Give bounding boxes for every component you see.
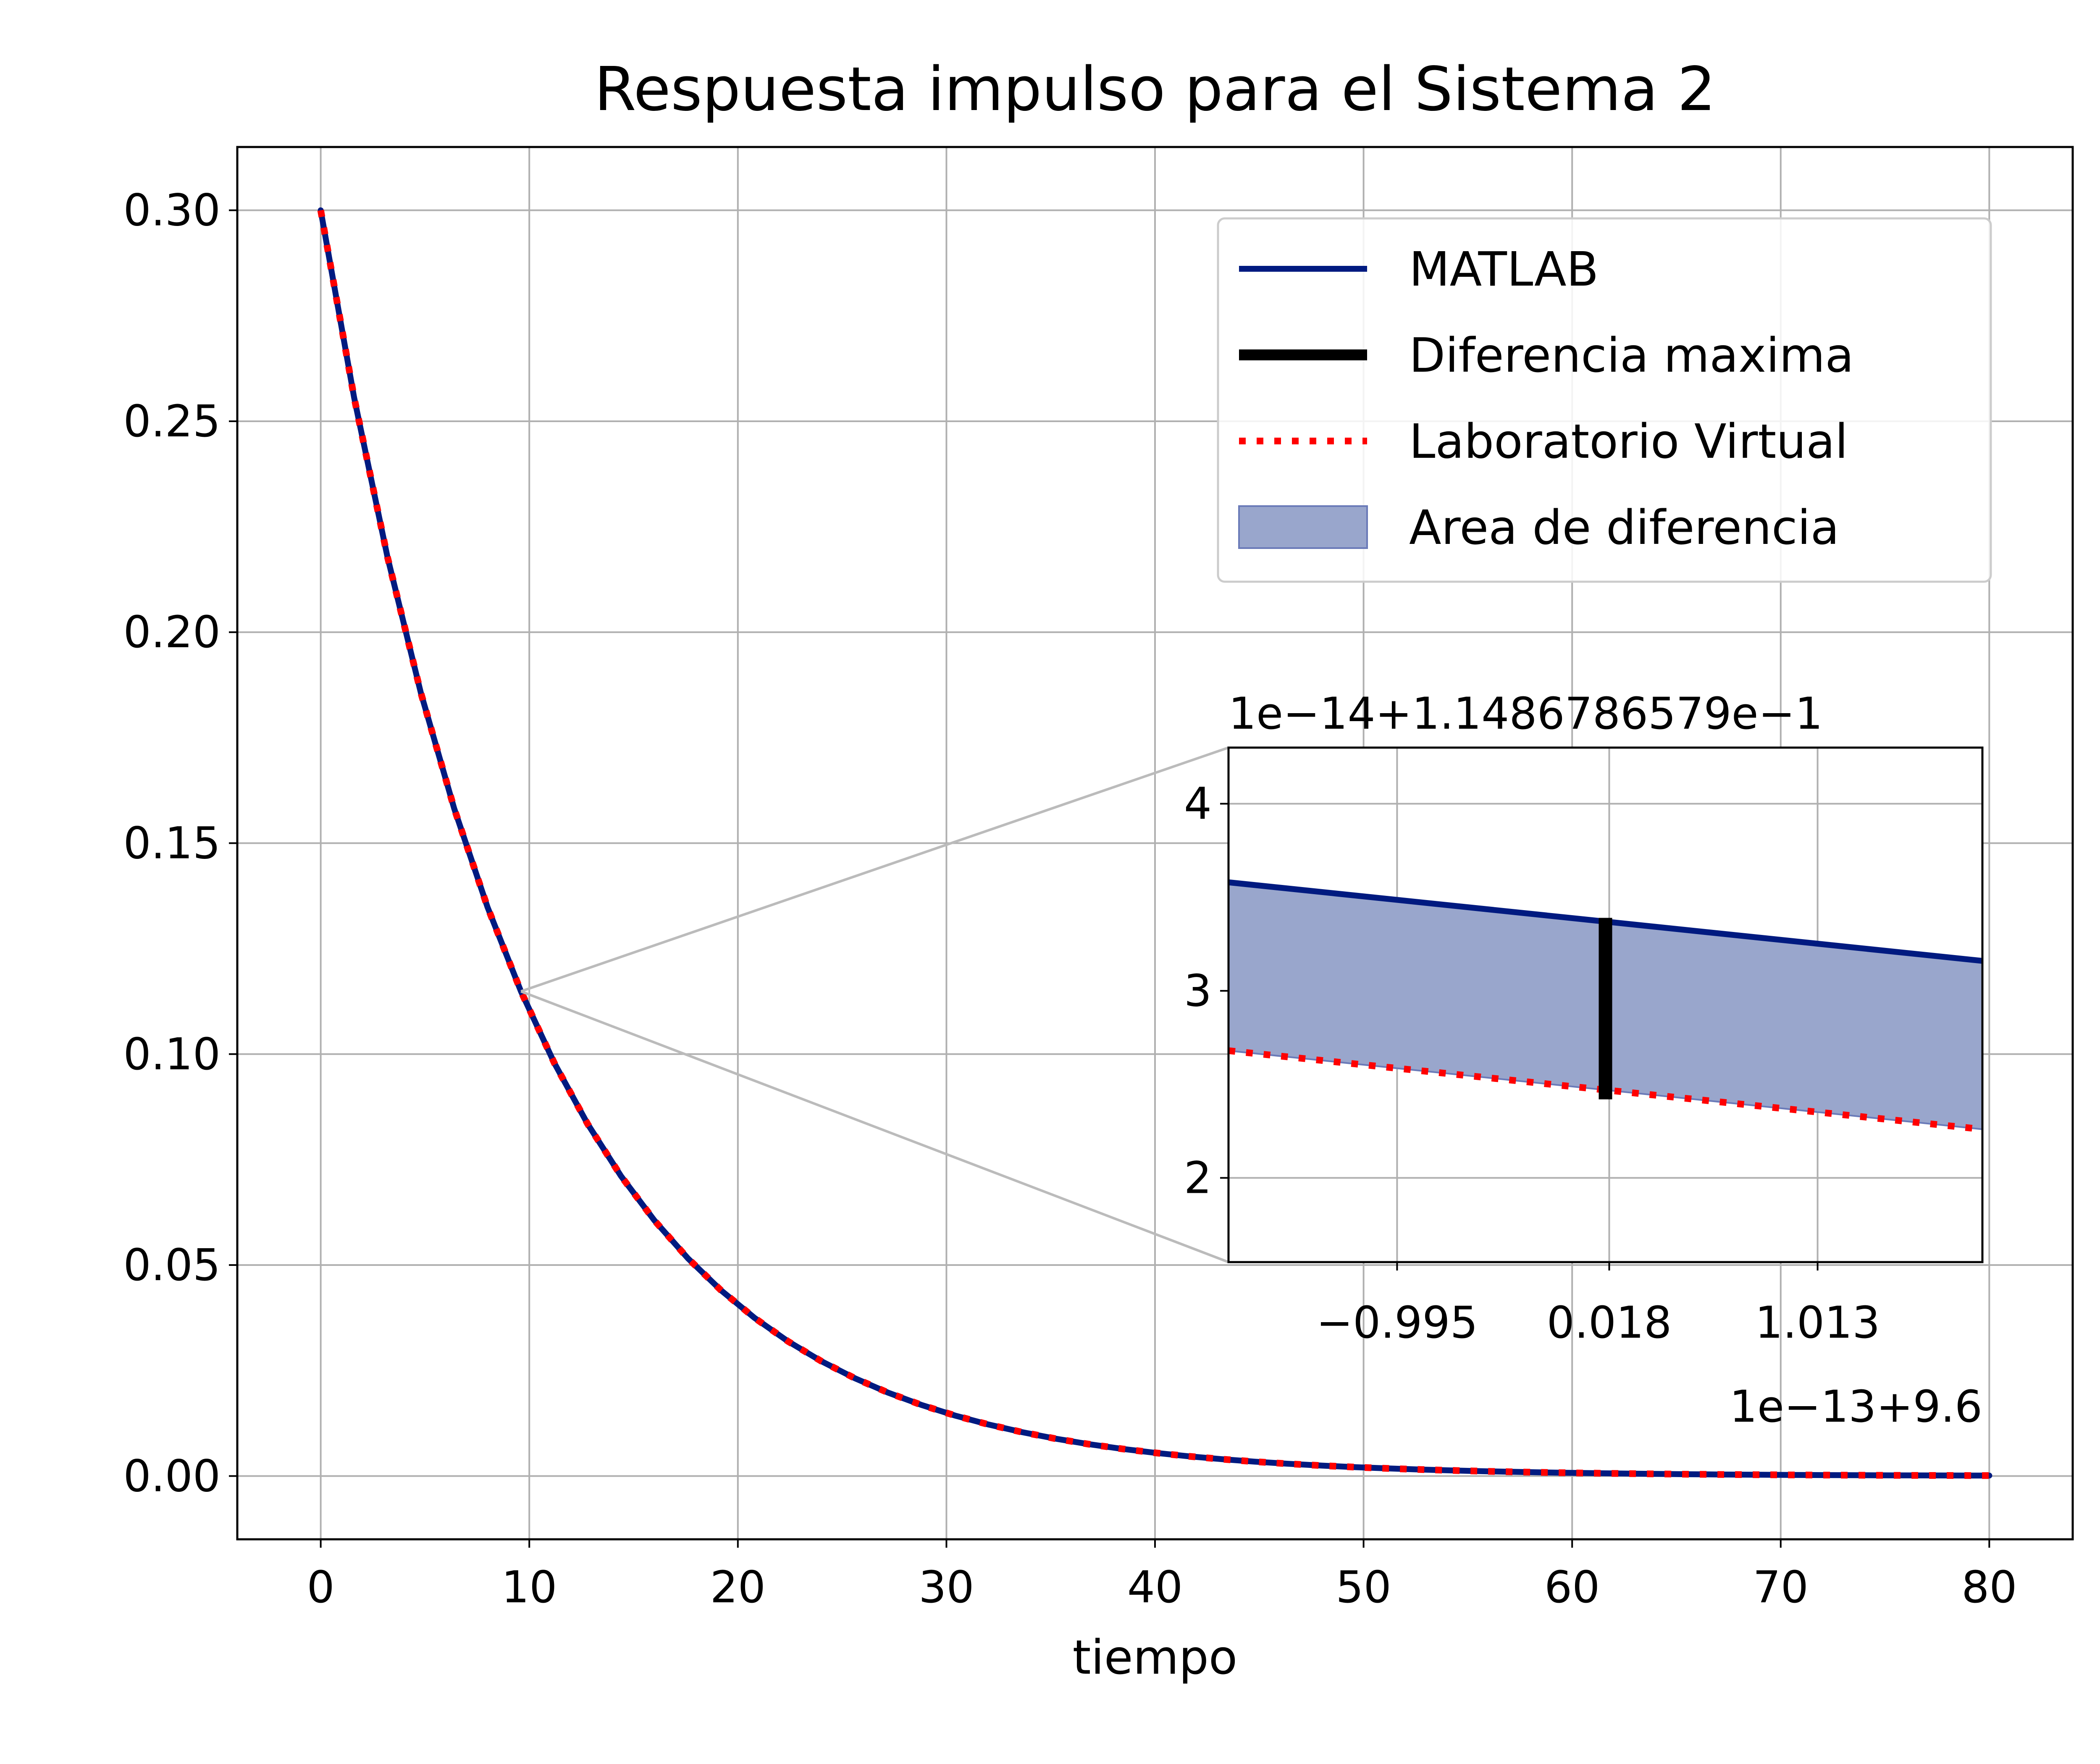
legend-item: Laboratorio Virtual xyxy=(1239,415,1848,469)
legend-item: Area de diferencia xyxy=(1238,501,1839,555)
legend: MATLAB Diferencia maxima Laboratorio Virtu… xyxy=(1217,217,1992,583)
inset-y-offset-label: 1e−14+1.1486786579e−1 xyxy=(1228,688,1823,739)
x-tick-label: 30 xyxy=(919,1562,974,1613)
y-tick-label: 0.00 xyxy=(123,1450,220,1502)
x-tick-label: 70 xyxy=(1753,1562,1809,1613)
x-tick-label: 40 xyxy=(1127,1562,1183,1613)
inset-frame xyxy=(1227,746,1984,1263)
legend-box xyxy=(1217,217,1992,583)
x-tick-label: 0 xyxy=(307,1562,335,1613)
x-tick-label: 60 xyxy=(1544,1562,1600,1613)
legend-item: MATLAB xyxy=(1239,242,1599,297)
inset-y-ticks: 2 3 4 xyxy=(1184,778,1228,1204)
x-axis-label: tiempo xyxy=(1073,1630,1238,1685)
inset-x-tick-label: 0.018 xyxy=(1547,1297,1672,1348)
y-tick-label: 0.15 xyxy=(123,818,220,869)
legend-handle-patch xyxy=(1238,505,1368,549)
inset-y-tick-label: 2 xyxy=(1184,1152,1212,1204)
legend-label: Laboratorio Virtual xyxy=(1409,415,1848,469)
inset-y-tick-label: 3 xyxy=(1184,965,1212,1016)
zoom-connector-bottom xyxy=(520,990,1229,1263)
inset-x-ticks: −0.995 0.018 1.013 xyxy=(1316,1262,1880,1348)
x-tick-label: 50 xyxy=(1336,1562,1391,1613)
inset-y-tick-label: 4 xyxy=(1184,778,1212,830)
inset-axes: −0.995 0.018 1.013 2 3 4 1e−14+1.1486786579e… xyxy=(1184,688,1984,1432)
inset-x-tick-label: 1.013 xyxy=(1755,1297,1880,1348)
legend-label: MATLAB xyxy=(1409,242,1599,297)
y-tick-label: 0.05 xyxy=(123,1239,220,1291)
y-axis-ticks: 0.00 0.05 0.10 0.15 0.20 0.25 0.30 xyxy=(123,185,237,1502)
y-tick-label: 0.25 xyxy=(123,396,220,447)
y-tick-label: 0.20 xyxy=(123,606,220,658)
series-laboratorio-virtual-line xyxy=(317,210,1990,1479)
zoom-connectors xyxy=(520,746,1229,1263)
x-tick-label: 80 xyxy=(1961,1562,2017,1613)
inset-laboratorio-virtual-line xyxy=(1228,1047,1983,1133)
chart-title: Respuesta impulso para el Sistema 2 xyxy=(594,54,1716,124)
main-series xyxy=(317,207,1992,1479)
y-tick-label: 0.30 xyxy=(123,185,220,236)
inset-x-offset-label: 1e−13+9.6 xyxy=(1730,1381,1982,1432)
legend-label: Diferencia maxima xyxy=(1409,328,1854,383)
inset-x-tick-label: −0.995 xyxy=(1316,1297,1478,1348)
x-tick-label: 20 xyxy=(710,1562,766,1613)
y-tick-label: 0.10 xyxy=(123,1029,220,1080)
x-axis-ticks: 0 10 20 30 40 50 60 70 80 xyxy=(307,1539,2017,1613)
legend-item: Diferencia maxima xyxy=(1239,328,1854,383)
zoom-connector-top xyxy=(520,746,1229,993)
x-tick-label: 10 xyxy=(501,1562,557,1613)
legend-label: Area de diferencia xyxy=(1409,501,1839,555)
